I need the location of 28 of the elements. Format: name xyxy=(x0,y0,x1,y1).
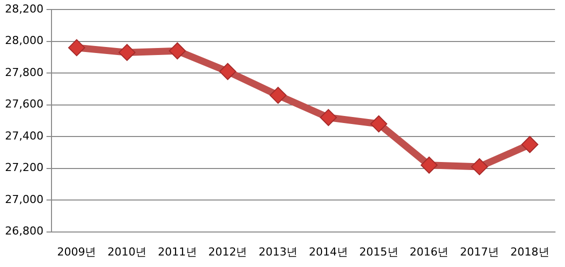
x-tick-label: 2016년 xyxy=(410,245,449,258)
x-tick-label: 2011년 xyxy=(158,245,197,258)
point xyxy=(219,63,236,80)
point xyxy=(168,42,186,60)
y-tick-label: 26,800 xyxy=(4,224,44,238)
y-tick-label: 27,200 xyxy=(4,161,44,174)
point xyxy=(270,86,287,104)
point xyxy=(470,158,488,176)
x-tick-label: 2012년 xyxy=(208,245,248,258)
y-tick-label: 27,400 xyxy=(4,129,44,142)
x-tick-label: 2010년 xyxy=(108,245,147,258)
x-tick-label: 2018년 xyxy=(510,245,550,258)
x-tick-label: 2017년 xyxy=(460,245,499,258)
x-tick-label: 2015년 xyxy=(359,245,398,258)
point xyxy=(68,39,86,56)
y-tick-label: 27,800 xyxy=(4,66,44,79)
y-tick-label: 27,000 xyxy=(4,192,44,206)
y-tick-label: 27,600 xyxy=(4,98,44,111)
point xyxy=(370,115,388,132)
point xyxy=(118,44,136,61)
point xyxy=(320,109,337,126)
point xyxy=(420,156,438,174)
point xyxy=(521,136,538,154)
y-tick-label: 28,000 xyxy=(4,34,44,48)
x-tick-label: 2009년 xyxy=(57,245,96,258)
x-tick-label: 2014년 xyxy=(308,245,348,258)
x-tick-label: 2013년 xyxy=(258,245,298,258)
y-tick-label: 28,200 xyxy=(4,2,44,16)
